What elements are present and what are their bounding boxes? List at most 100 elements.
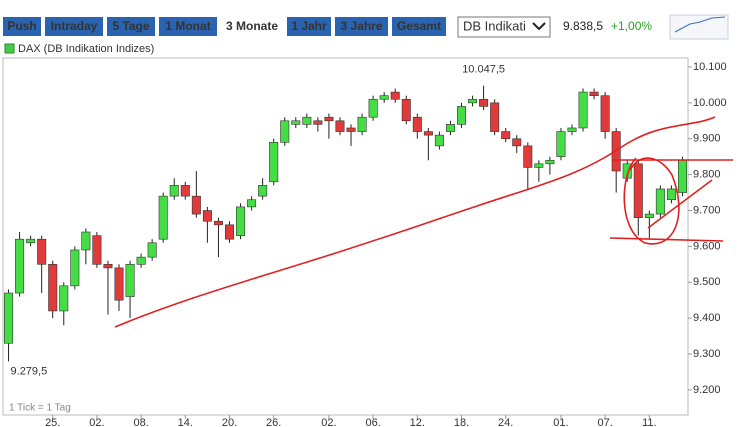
tab-bg: [335, 17, 388, 36]
candle-body: [490, 102, 500, 132]
candle-body: [423, 131, 433, 136]
tab-bg: [45, 17, 103, 36]
y-tick-label: 9.600: [693, 240, 721, 252]
candle-body: [224, 224, 234, 240]
tab-bg: [107, 17, 155, 36]
candle-body: [379, 95, 389, 100]
x-tick-label: 12.: [410, 417, 425, 427]
y-tick-label: 9.500: [693, 276, 721, 288]
candle-body: [589, 91, 599, 96]
candle-body: [468, 98, 478, 104]
candle-body: [269, 142, 279, 183]
candle-body: [147, 242, 157, 258]
tab-button[interactable]: 3 Monate: [221, 17, 283, 36]
x-tick-label: 08.: [133, 417, 148, 427]
x-tick-label: 25.: [45, 417, 60, 427]
circle-mark: [623, 157, 680, 245]
candle-body: [567, 127, 577, 132]
tab-label: 1 Monat: [165, 19, 210, 33]
candle-body: [434, 134, 444, 147]
plot-frame: [2, 57, 689, 416]
tab-label: 5 Tage: [112, 19, 149, 33]
y-tick-label: 9.700: [693, 204, 721, 216]
candle-body: [114, 267, 124, 301]
candle-body: [445, 124, 455, 132]
candle-body: [357, 116, 367, 132]
tab-label: 3 Jahre: [340, 19, 382, 33]
tab-button[interactable]: 3 Jahre: [335, 17, 388, 36]
dropdown-arrow: [532, 22, 546, 31]
x-tick-label: 11.: [642, 417, 656, 427]
candle-body: [103, 264, 113, 269]
tab-button[interactable]: Intraday: [45, 17, 103, 36]
thumbnail[interactable]: [669, 14, 729, 40]
dropdown[interactable]: [457, 16, 551, 38]
price: 9.838,5: [563, 19, 603, 33]
candle-body: [512, 138, 522, 147]
candle-body: [523, 145, 533, 168]
candle-body: [202, 210, 212, 222]
y-tick-label: 9.400: [693, 312, 721, 324]
candle-body: [48, 264, 58, 312]
dropdown-text: DB Indikati: [463, 18, 526, 33]
tab-label: Gesamt: [397, 19, 441, 33]
thumbnail-line: [674, 16, 726, 33]
tab-button[interactable]: 5 Tage: [107, 17, 155, 36]
x-tick-label: 02.: [89, 417, 104, 427]
candle-body: [302, 116, 312, 125]
candle-body: [81, 231, 91, 251]
candle-body: [479, 98, 489, 107]
candle-body: [368, 98, 378, 118]
plot: 9.200 9.300 9.400 9.500 9.600 9.700 9.800 9.900…: [4, 61, 727, 427]
x-tick-label: 26.: [266, 417, 281, 427]
candle-body: [247, 199, 257, 208]
y-tick-label: 9.200: [693, 384, 721, 396]
candle-body: [644, 213, 654, 218]
candle-body: [70, 249, 80, 287]
candle-body: [37, 238, 47, 265]
x-tick-label: 20.: [222, 417, 237, 427]
candle-body: [401, 98, 411, 122]
x-tick-label: 01.: [553, 417, 568, 427]
tab-label: 1 Jahr: [291, 19, 327, 33]
tab-bg: [392, 17, 446, 36]
candle-body: [291, 120, 301, 125]
x-tick-label: 06.: [365, 417, 380, 427]
tab-button[interactable]: 1 Monat: [159, 17, 217, 36]
x-tick-label: 14.: [178, 417, 193, 427]
y-tick-label: 9.800: [693, 169, 721, 181]
candle-body: [324, 116, 334, 122]
footnote: 1 Tick = 1 Tag: [9, 403, 71, 414]
candle-body: [600, 95, 610, 132]
trend-line: [114, 116, 716, 328]
candle-body: [236, 206, 246, 236]
tab-bg: [3, 17, 41, 36]
candle-body: [501, 131, 511, 140]
candle-body: [280, 120, 290, 143]
y-tick-label: 9.300: [693, 348, 721, 360]
candle-body: [335, 120, 345, 132]
candle-body: [213, 220, 223, 226]
tab-button[interactable]: Gesamt: [392, 17, 446, 36]
thumbnail-frame: [669, 14, 729, 40]
candle-body: [556, 131, 566, 157]
toolbar: Push Intraday 5 Tage 1 Monat 3 Monate 1 Jahr 3…: [3, 17, 446, 36]
y-tick-label: 9.900: [693, 133, 721, 145]
y-tick-label: 10.000: [693, 97, 727, 109]
candle-body: [258, 185, 268, 197]
candle-body: [313, 120, 323, 125]
tab-bg: [221, 17, 283, 36]
candle-body: [390, 91, 400, 100]
tab-label: Push: [7, 19, 36, 33]
tab-bg: [287, 17, 331, 36]
candle-body: [158, 195, 168, 240]
candle-body: [92, 235, 102, 265]
tab-button[interactable]: 1 Jahr: [287, 17, 331, 36]
candle-body: [666, 188, 676, 201]
candle-body: [125, 264, 135, 297]
x-tick-label: 02.: [321, 417, 336, 427]
candle-body: [633, 163, 643, 218]
tab-button[interactable]: Push: [3, 17, 41, 36]
candle-body: [15, 238, 25, 294]
